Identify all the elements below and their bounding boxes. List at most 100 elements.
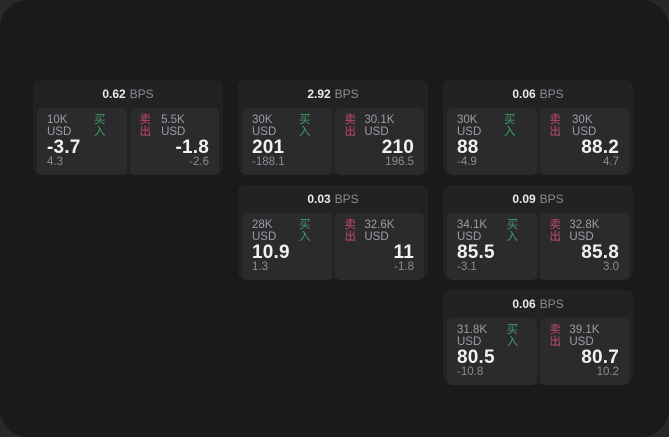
buy-quote-panel[interactable]: 28K USD 买入 10.9 1.3 <box>242 213 332 280</box>
quote-card: 0.03 BPS 28K USD 买入 10.9 1.3 卖出 32.6K US… <box>238 185 428 280</box>
sell-quote-panel[interactable]: 卖出 5.5K USD -1.8 -2.6 <box>129 108 219 175</box>
sell-side-label: 卖出 <box>549 219 562 243</box>
sell-panel-top: 卖出 32.8K USD <box>549 219 620 243</box>
buy-panel-top: 10K USD 买入 <box>47 114 117 138</box>
cards-grid: 0.62 BPS 10K USD 买入 -3.7 4.3 卖出 5.5K USD… <box>33 80 633 385</box>
sell-quote-panel[interactable]: 卖出 30.1K USD 210 196.5 <box>334 108 424 175</box>
buy-quote-panel[interactable]: 34.1K USD 买入 85.5 -3.1 <box>447 213 537 280</box>
sell-price: 88.2 <box>581 137 619 158</box>
bps-header: 0.62 BPS <box>37 80 219 108</box>
buy-notional: 34.1K USD <box>457 219 488 243</box>
buy-notional: 30K USD <box>457 114 482 138</box>
sell-notional: 39.1K USD <box>569 324 600 348</box>
buy-side-label: 买入 <box>298 114 311 138</box>
quote-card: 0.06 BPS 31.8K USD 买入 80.5 -10.8 卖出 39.1… <box>443 290 633 385</box>
buy-side-label: 买入 <box>93 114 106 138</box>
buy-side-label: 买入 <box>298 219 311 243</box>
buy-side-label: 买入 <box>506 219 519 243</box>
bps-value: 0.62 <box>102 87 126 101</box>
sell-panel-top: 卖出 5.5K USD <box>139 114 210 138</box>
buy-quote-panel[interactable]: 10K USD 买入 -3.7 4.3 <box>37 108 127 175</box>
quote-card: 0.09 BPS 34.1K USD 买入 85.5 -3.1 卖出 32.8K… <box>443 185 633 280</box>
buy-delta: -188.1 <box>252 156 285 168</box>
bps-value: 2.92 <box>307 87 331 101</box>
sell-price: 210 <box>381 137 414 158</box>
sell-quote-panel[interactable]: 卖出 32.8K USD 85.8 3.0 <box>539 213 629 280</box>
bps-value: 0.09 <box>512 192 536 206</box>
buy-price: 10.9 <box>252 242 290 263</box>
sell-side-label: 卖出 <box>344 219 357 243</box>
buy-price: 88 <box>457 137 479 158</box>
sell-notional: 32.8K USD <box>569 219 600 243</box>
buy-notional: 30K USD <box>252 114 277 138</box>
sell-quote-panel[interactable]: 卖出 32.6K USD 11 -1.8 <box>334 213 424 280</box>
bps-header: 0.06 BPS <box>447 290 629 318</box>
sell-price: 11 <box>393 242 414 263</box>
sell-price: -1.8 <box>175 137 209 158</box>
sell-notional: 32.6K USD <box>364 219 395 243</box>
sell-panel-top: 卖出 30.1K USD <box>344 114 415 138</box>
buy-price: 201 <box>252 137 285 158</box>
buy-panel-top: 30K USD 买入 <box>252 114 322 138</box>
sell-notional: 30.1K USD <box>364 114 395 138</box>
bps-header: 0.06 BPS <box>447 80 629 108</box>
quote-card: 0.62 BPS 10K USD 买入 -3.7 4.3 卖出 5.5K USD… <box>33 80 223 175</box>
bps-value: 0.06 <box>512 87 536 101</box>
sell-panel-top: 卖出 32.6K USD <box>344 219 415 243</box>
buy-panel-top: 30K USD 买入 <box>457 114 527 138</box>
quote-panels: 30K USD 买入 201 -188.1 卖出 30.1K USD 210 1… <box>242 108 424 175</box>
sell-delta: 196.5 <box>385 156 414 168</box>
bps-header: 0.09 BPS <box>447 185 629 213</box>
quote-panels: 31.8K USD 买入 80.5 -10.8 卖出 39.1K USD 80.… <box>447 318 629 385</box>
buy-panel-top: 34.1K USD 买入 <box>457 219 527 243</box>
buy-side-label: 买入 <box>503 114 516 138</box>
sell-notional: 30K USD <box>572 114 597 138</box>
sell-panel-top: 卖出 30K USD <box>549 114 620 138</box>
sell-side-label: 卖出 <box>344 114 357 138</box>
buy-quote-panel[interactable]: 30K USD 买入 88 -4.9 <box>447 108 537 175</box>
quote-panels: 10K USD 买入 -3.7 4.3 卖出 5.5K USD -1.8 -2.… <box>37 108 219 175</box>
buy-price: 80.5 <box>457 347 495 368</box>
buy-panel-top: 31.8K USD 买入 <box>457 324 527 348</box>
bps-unit-label: BPS <box>539 87 564 101</box>
buy-notional: 28K USD <box>252 219 277 243</box>
buy-delta: 4.3 <box>47 156 63 168</box>
buy-notional: 31.8K USD <box>457 324 488 348</box>
buy-quote-panel[interactable]: 31.8K USD 买入 80.5 -10.8 <box>447 318 537 385</box>
quote-panels: 34.1K USD 买入 85.5 -3.1 卖出 32.8K USD 85.8… <box>447 213 629 280</box>
sell-price: 85.8 <box>581 242 619 263</box>
buy-quote-panel[interactable]: 30K USD 买入 201 -188.1 <box>242 108 332 175</box>
bps-unit-label: BPS <box>129 87 154 101</box>
sell-side-label: 卖出 <box>549 114 562 138</box>
sell-delta: -2.6 <box>189 156 209 168</box>
buy-price: -3.7 <box>47 137 81 158</box>
buy-delta: -4.9 <box>457 156 477 168</box>
bps-unit-label: BPS <box>334 87 359 101</box>
bps-value: 0.06 <box>512 297 536 311</box>
sell-delta: 4.7 <box>603 156 619 168</box>
sell-panel-top: 卖出 39.1K USD <box>550 324 620 348</box>
sell-price: 80.7 <box>581 347 619 368</box>
buy-delta: -3.1 <box>457 261 477 273</box>
sell-notional: 5.5K USD <box>161 114 186 138</box>
sell-quote-panel[interactable]: 卖出 30K USD 88.2 4.7 <box>539 108 629 175</box>
quote-card: 0.06 BPS 30K USD 买入 88 -4.9 卖出 30K USD 8… <box>443 80 633 175</box>
bps-unit-label: BPS <box>539 297 564 311</box>
buy-notional: 10K USD <box>47 114 72 138</box>
quote-panels: 30K USD 买入 88 -4.9 卖出 30K USD 88.2 4.7 <box>447 108 629 175</box>
buy-panel-top: 28K USD 买入 <box>252 219 322 243</box>
buy-delta: 1.3 <box>252 261 268 273</box>
bps-header: 2.92 BPS <box>242 80 424 108</box>
sell-delta: 10.2 <box>596 366 619 378</box>
buy-delta: -10.8 <box>457 366 484 378</box>
bps-value: 0.03 <box>307 192 331 206</box>
quote-panels: 28K USD 买入 10.9 1.3 卖出 32.6K USD 11 -1.8 <box>242 213 424 280</box>
buy-side-label: 买入 <box>506 324 519 348</box>
buy-price: 85.5 <box>457 242 495 263</box>
bps-unit-label: BPS <box>539 192 564 206</box>
sell-side-label: 卖出 <box>139 114 152 138</box>
bps-unit-label: BPS <box>334 192 359 206</box>
bps-header: 0.03 BPS <box>242 185 424 213</box>
sell-quote-panel[interactable]: 卖出 39.1K USD 80.7 10.2 <box>539 318 629 385</box>
